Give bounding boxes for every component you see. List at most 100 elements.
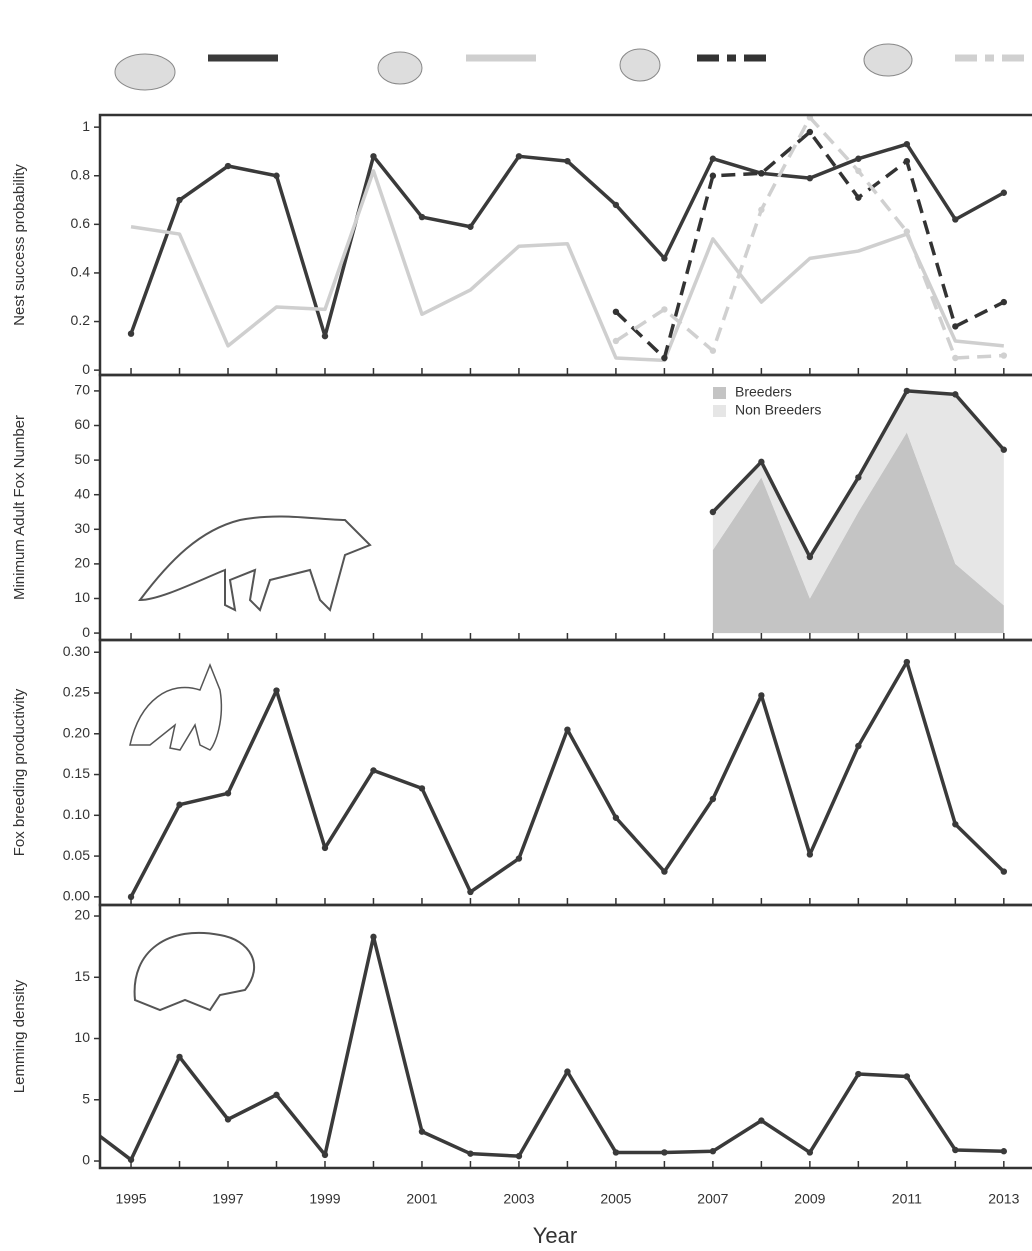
- point: [1000, 189, 1008, 196]
- x-tick-label: 2009: [794, 1191, 825, 1207]
- point: [515, 855, 523, 862]
- point: [370, 933, 377, 941]
- y-tick-label: 10: [74, 1029, 90, 1045]
- line: [129, 142, 1005, 338]
- point: [612, 814, 620, 821]
- point: [1000, 352, 1008, 359]
- y-tick-label: 0.8: [71, 166, 91, 182]
- point: [370, 153, 377, 160]
- x-tick-label: 2005: [600, 1191, 631, 1207]
- point: [903, 157, 911, 165]
- y-axis-label: Fox breeding productivity: [11, 688, 28, 856]
- y-tick-label: 0: [82, 361, 90, 377]
- point: [758, 1117, 765, 1124]
- point: [224, 790, 232, 797]
- point: [855, 1070, 862, 1078]
- y-tick-label: 5: [82, 1090, 90, 1106]
- panel-frame: [98, 903, 1032, 1170]
- point: [806, 1149, 814, 1156]
- legend-swatch: [713, 387, 726, 399]
- y-tick-label: 0.25: [63, 684, 90, 700]
- point: [806, 851, 814, 858]
- line: [129, 660, 1006, 898]
- point: [758, 692, 765, 699]
- x-tick-label: 2011: [892, 1191, 922, 1207]
- y-tick-label: 20: [74, 555, 90, 571]
- y-tick-label: 0.20: [63, 724, 90, 740]
- point: [661, 1149, 668, 1156]
- point: [224, 162, 232, 170]
- point: [127, 330, 135, 337]
- x-tick-label: 2007: [697, 1191, 728, 1207]
- y-axis-label: Lemming density: [11, 979, 28, 1093]
- point: [127, 1156, 135, 1163]
- y-tick-label: 0.2: [71, 312, 91, 328]
- y-axis-label: Nest success probability: [11, 164, 28, 326]
- y-tick-label: 50: [74, 451, 90, 467]
- point: [952, 1146, 959, 1154]
- y-tick-label: 0.05: [63, 847, 90, 863]
- point: [903, 387, 911, 395]
- y-tick-label: 0.4: [71, 264, 91, 280]
- point: [564, 726, 571, 733]
- panel: [709, 387, 1008, 634]
- lemming-outline: [133, 931, 256, 1012]
- point: [952, 821, 959, 828]
- point: [515, 1152, 523, 1160]
- x-tick-label: 1997: [212, 1191, 243, 1207]
- y-tick-label: 0.30: [63, 643, 90, 659]
- x-tick-label: 1999: [309, 1191, 340, 1207]
- sparrow-icon: [377, 51, 423, 85]
- point: [709, 172, 717, 179]
- legend-label: Breeders: [735, 384, 792, 400]
- point: [855, 155, 862, 162]
- y-axis-label: Minimum Adult Fox Number: [11, 415, 28, 600]
- y-tick-label: 30: [74, 520, 90, 536]
- point: [806, 115, 814, 121]
- point: [661, 868, 668, 875]
- point: [1000, 1148, 1008, 1155]
- point: [612, 201, 620, 209]
- legend-label: Non Breeders: [735, 402, 821, 418]
- point: [176, 801, 183, 808]
- y-tick-label: 40: [74, 485, 90, 501]
- point: [952, 323, 959, 330]
- point: [612, 1149, 620, 1156]
- point: [515, 153, 523, 160]
- line: [614, 130, 1005, 360]
- point: [467, 888, 474, 896]
- point: [661, 255, 668, 262]
- point: [612, 308, 620, 316]
- point: [176, 196, 183, 204]
- point: [661, 354, 668, 362]
- line: [100, 935, 1004, 1162]
- y-tick-label: 0.10: [63, 806, 90, 822]
- point: [806, 553, 814, 561]
- panel: [127, 658, 1008, 901]
- fox-pup-outline: [129, 662, 223, 751]
- area: [712, 390, 1004, 606]
- point: [709, 347, 717, 354]
- point: [952, 391, 959, 398]
- point: [952, 354, 959, 362]
- y-tick-label: 1: [82, 118, 90, 134]
- y-tick-label: 20: [74, 907, 90, 923]
- point: [758, 170, 765, 177]
- point: [806, 128, 814, 136]
- x-tick-label: 2001: [406, 1191, 437, 1207]
- point: [418, 1128, 426, 1135]
- point: [612, 337, 620, 345]
- point: [903, 140, 911, 148]
- point: [564, 157, 571, 165]
- point: [709, 795, 717, 803]
- point: [1000, 868, 1008, 875]
- plover-icon: [619, 48, 661, 82]
- point: [321, 332, 329, 340]
- point: [758, 206, 765, 213]
- point: [321, 1151, 329, 1159]
- goose-icon: [114, 53, 176, 91]
- x-tick-label: 1995: [115, 1191, 146, 1207]
- point: [273, 687, 280, 694]
